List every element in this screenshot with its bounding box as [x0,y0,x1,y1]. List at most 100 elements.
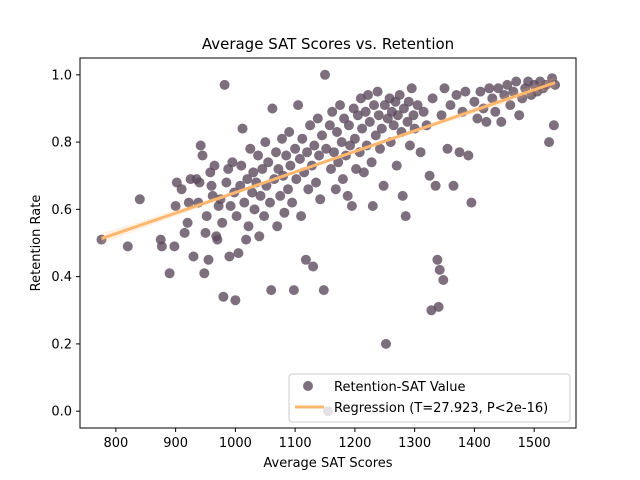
scatter-point [514,110,525,121]
legend-label-scatter: Retention-SAT Value [334,380,466,395]
scatter-point [490,106,501,117]
scatter-point [427,93,438,104]
scatter-point [272,221,283,232]
x-tick-label: 800 [103,436,128,451]
scatter-point [182,217,193,228]
scatter-point [134,194,145,205]
scatter-point [403,96,414,107]
scatter-point [241,234,252,245]
scatter-point [454,147,465,158]
scatter-point [236,160,247,171]
legend: Retention-SAT Value Regression (T=27.923… [288,373,571,423]
scatter-point [335,100,345,111]
x-tick-label: 1200 [338,436,371,451]
scatter-point [392,110,403,121]
scatter-point [217,217,228,228]
scatter-point [297,133,308,144]
scatter-point [239,197,250,208]
scatter-point [370,130,381,141]
scatter-point [227,157,238,168]
legend-box [288,373,571,423]
scatter-point [248,167,259,178]
x-tick-label: 1400 [458,436,491,451]
scatter-point [275,190,286,201]
y-axis-ticks: 0.0 0.2 0.4 0.6 0.8 1.0 [51,68,80,420]
x-axis-ticks: 800 900 1000 1100 1200 1300 1400 1500 [103,428,551,451]
scatter-point [391,160,402,171]
scatter-point [351,164,362,174]
scatter-point [201,211,212,222]
scatter-point [293,100,304,111]
scatter-point [296,211,307,222]
scatter-point [218,291,229,302]
scatter-point [412,100,423,111]
scatter-point [209,160,220,171]
scatter-point [245,143,256,154]
scatter-point [502,79,513,90]
scatter-point [548,120,559,131]
scatter-point [305,120,316,131]
scatter-point [360,106,371,117]
scatter-point [194,177,205,188]
scatter-point [283,184,293,195]
scatter-point [336,137,347,148]
y-tick-label: 1.0 [51,68,72,83]
scatter-point [442,143,453,154]
scatter-point [466,197,477,208]
scatter-point [406,83,417,94]
scatter-point [469,96,480,107]
scatter-point [404,140,415,151]
scatter-point [342,190,353,201]
scatter-point [255,190,266,201]
scatter-point [294,153,305,164]
scatter-point [188,251,199,262]
scatter-point [433,301,444,312]
scatter-point [219,79,230,90]
scatter-point [317,130,327,141]
scatter-point [267,103,278,114]
scatter-point [225,201,236,211]
scatter-point [206,180,217,191]
scatter-point [445,100,456,111]
scatter-point [203,254,214,265]
scatter-point [259,211,270,222]
scatter-point [169,241,180,252]
scatter-point [260,137,271,148]
scatter-point [402,116,413,127]
regression-line-group [101,77,556,244]
scatter-point [221,177,232,188]
scatter-point [439,83,450,94]
scatter-point [337,174,348,185]
y-axis-label: Retention Rate [29,195,44,292]
scatter-point [237,123,248,134]
y-tick-label: 0.2 [51,337,72,352]
chart-title: Average SAT Scores vs. Retention [202,35,454,53]
scatter-point [170,201,181,211]
scatter-point [326,164,336,174]
scatter-point [253,150,264,161]
scatter-point [372,86,383,97]
scatter-point [290,143,301,154]
scatter-point [418,106,429,117]
legend-marker-scatter [303,381,313,391]
scatter-point [358,167,369,178]
scatter-point [233,248,244,259]
y-tick-label: 0.0 [51,405,72,420]
x-tick-label: 900 [163,436,188,451]
scatter-point [277,133,287,144]
scatter-point [349,133,360,144]
scatter-point [315,194,326,205]
x-tick-label: 1500 [518,436,551,451]
scatter-point [309,140,320,151]
scatter-point [381,338,391,349]
scatter-point [397,190,408,201]
y-tick-label: 0.4 [51,270,72,285]
scatter-point [376,123,387,134]
scatter-point [472,113,483,124]
scatter-point [364,116,375,127]
scatter-point [156,241,167,252]
scatter-point [318,285,329,296]
scatter-point [263,157,274,168]
scatter-point [122,241,133,252]
